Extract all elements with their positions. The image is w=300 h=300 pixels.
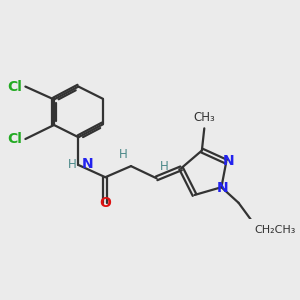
Text: N: N (223, 154, 234, 168)
Text: N: N (217, 181, 228, 195)
Text: O: O (99, 196, 111, 210)
Text: Cl: Cl (7, 132, 22, 146)
Text: H: H (160, 160, 169, 173)
Text: Cl: Cl (7, 80, 22, 94)
Text: CH₂CH₃: CH₂CH₃ (254, 225, 296, 235)
Text: CH₃: CH₃ (194, 111, 215, 124)
Text: N: N (82, 158, 93, 171)
Text: H: H (119, 148, 128, 161)
Text: H: H (68, 158, 76, 171)
